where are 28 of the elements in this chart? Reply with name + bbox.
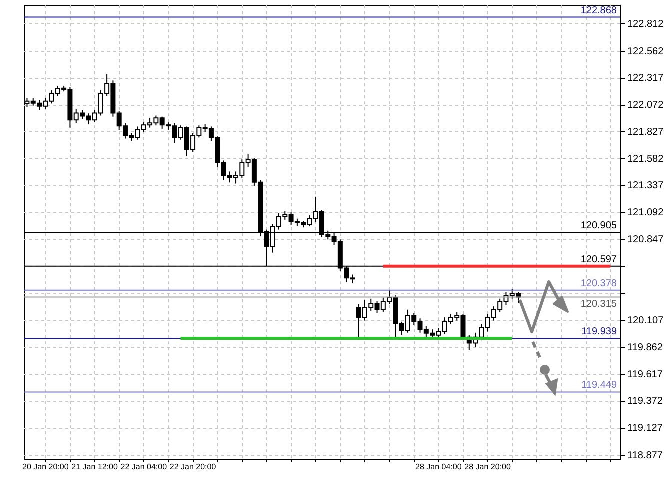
ref-line-label: 120.597 (580, 254, 618, 266)
x-tick-label: 22 Jan 20:00 (170, 462, 217, 472)
y-tick-label: 121.337 (628, 180, 664, 192)
y-tick-label: 120.107 (628, 316, 664, 327)
y-tick-label: 121.582 (628, 154, 664, 165)
x-tick-label: 21 Jan 12:00 (72, 462, 118, 472)
ref-line-label: 120.378 (580, 278, 618, 290)
y-tick-label: 119.862 (628, 342, 664, 354)
y-tick-label: 118.877 (628, 450, 664, 462)
y-tick-label: 121.092 (628, 208, 664, 219)
ref-line-label: 120.315 (580, 299, 618, 310)
ref-line-label: 119.449 (582, 380, 618, 392)
y-tick-label: 121.827 (628, 126, 664, 138)
x-tick-label: 28 Jan 04:00 (416, 462, 462, 472)
ref-line-label: 120.905 (580, 220, 618, 232)
y-tick-label: 122.812 (628, 18, 664, 30)
y-tick-label: 119.617 (628, 369, 664, 380)
ref-line-label: 122.868 (580, 5, 618, 16)
y-tick-label: 122.562 (628, 46, 664, 58)
y-tick-label: 119.127 (628, 423, 664, 434)
ref-line-label: 119.939 (582, 326, 618, 338)
y-tick-label: 119.372 (628, 396, 664, 408)
y-tick-label: 120.847 (628, 234, 664, 246)
x-tick-label: 20 Jan 20:00 (22, 462, 70, 472)
x-tick-label: 22 Jan 04:00 (120, 462, 168, 472)
y-tick-label: 122.317 (628, 73, 664, 84)
x-tick-label: 28 Jan 20:00 (464, 462, 512, 472)
y-tick-label: 122.072 (628, 100, 664, 112)
